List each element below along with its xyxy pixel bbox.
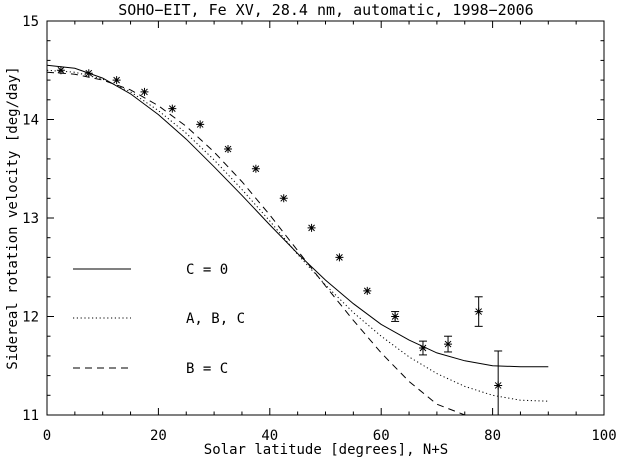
fit-curve-solid: [46, 64, 549, 368]
chart-title: SOHO−EIT, Fe XV, 28.4 nm, automatic, 199…: [118, 1, 533, 19]
data-point: [391, 312, 400, 321]
legend-label: C = 0: [186, 262, 228, 278]
y-axis-label: Sidereal rotation velocity [deg/day]: [5, 66, 21, 369]
fit-curve-dashed: [46, 71, 482, 416]
data-point: [279, 194, 288, 203]
x-tick-label: 100: [591, 428, 616, 444]
data-point: [494, 381, 503, 390]
data-point: [474, 307, 483, 316]
data-point: [444, 340, 453, 349]
x-tick-label: 80: [484, 428, 501, 444]
data-point: [418, 344, 427, 353]
fit-curve-dotted: [46, 69, 549, 402]
y-tick-label: 13: [22, 211, 39, 227]
tick-layer: 0 20 40 60 80 100 11 12 13 14 15: [22, 14, 617, 444]
data-points: [56, 66, 503, 415]
x-tick-label: 60: [373, 428, 390, 444]
legend-label: B = C: [186, 361, 228, 377]
data-point: [168, 104, 177, 113]
y-tick-label: 15: [22, 14, 39, 30]
legend: C = 0 A, B, C B = C: [73, 262, 245, 377]
y-tick-label: 12: [22, 310, 39, 326]
data-point: [251, 164, 260, 173]
data-point: [196, 120, 205, 129]
data-point: [307, 223, 316, 232]
data-point: [335, 253, 344, 262]
data-point: [112, 76, 121, 85]
legend-label: A, B, C: [186, 311, 245, 327]
y-tick-label: 11: [22, 408, 39, 424]
data-point: [363, 286, 372, 295]
x-tick-label: 0: [43, 428, 51, 444]
data-point: [56, 66, 65, 75]
x-tick-label: 40: [261, 428, 278, 444]
data-point: [84, 69, 93, 78]
x-axis-label: Solar latitude [degrees], N+S: [204, 442, 448, 458]
data-point: [140, 87, 149, 96]
y-tick-label: 14: [22, 113, 39, 129]
data-point: [224, 145, 233, 154]
x-tick-label: 20: [150, 428, 167, 444]
fit-curves: [46, 64, 549, 416]
plot-frame: [46, 20, 605, 416]
